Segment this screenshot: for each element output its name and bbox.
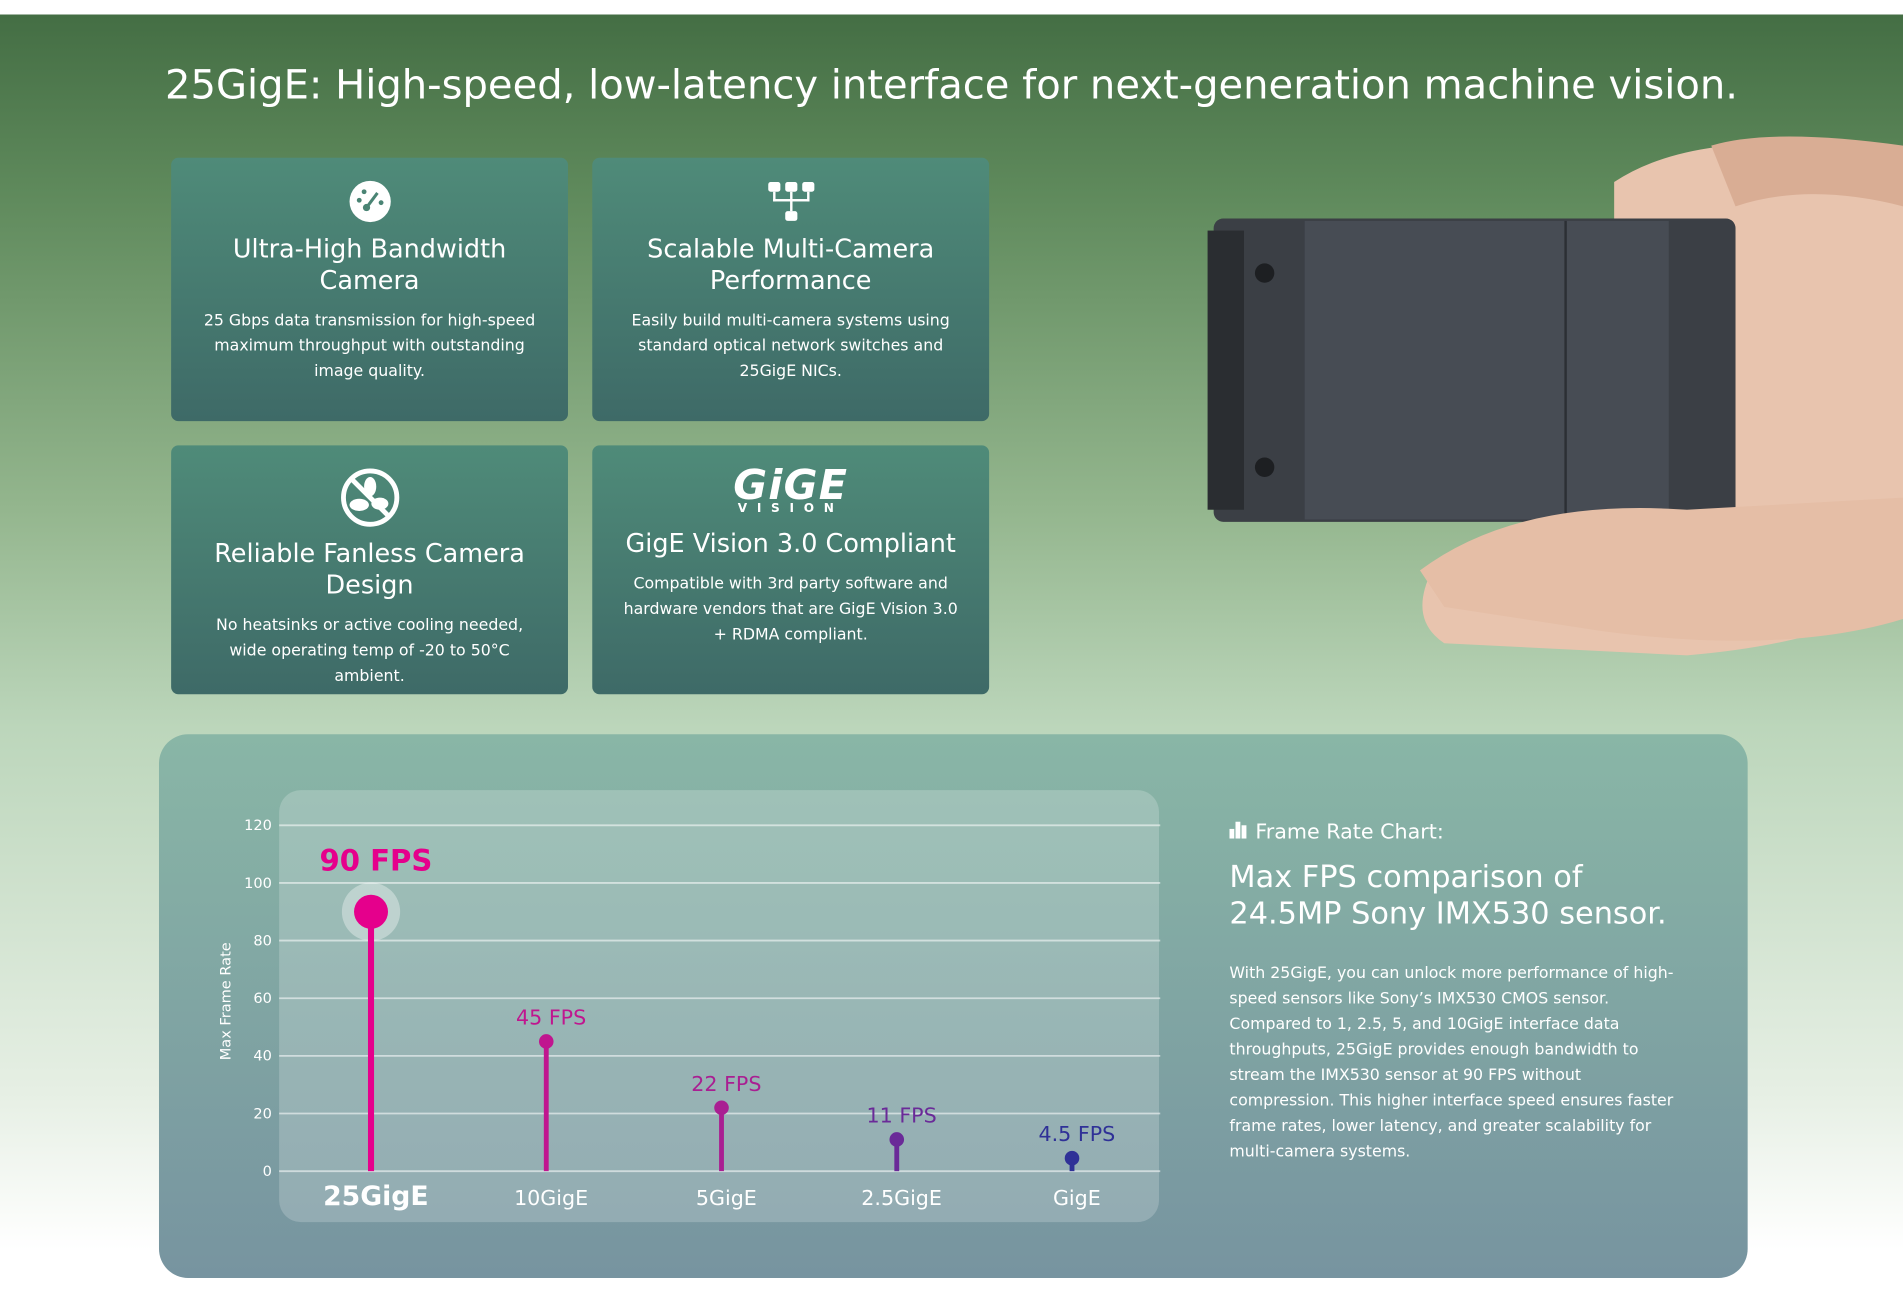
dot (354, 894, 389, 929)
panel-text: With 25GigE, you can unlock more perform… (1229, 964, 1674, 1162)
feature-card: Scalable Multi-Camera Performance Easily… (592, 157, 990, 422)
value-label: 90 FPS (319, 843, 432, 877)
camera-photo (1207, 136, 1903, 656)
feature-text: Easily build multi-camera systems using … (631, 311, 950, 382)
x-tick-label: 25GigE (323, 1181, 429, 1212)
value-label: 22 FPS (691, 1072, 761, 1096)
dot (538, 1034, 554, 1049)
feature-text: 25 Gbps data transmission for high-speed… (203, 311, 536, 382)
y-tick-label: 120 (244, 817, 272, 834)
value-label: 45 FPS (516, 1005, 586, 1029)
feature-title: Reliable Fanless Camera Design (214, 538, 525, 600)
section-title: 25GigE: High-speed, low-latency interfac… (165, 60, 1738, 109)
x-tick-label: 2.5GigE (861, 1186, 942, 1210)
dot (1064, 1150, 1080, 1166)
dot (889, 1132, 905, 1147)
x-tick-label: 5GigE (696, 1186, 757, 1210)
y-tick-label: 20 (253, 1105, 272, 1122)
y-tick-label: 60 (253, 990, 272, 1007)
value-label: 11 FPS (867, 1103, 937, 1127)
panel-label: Frame Rate Chart: (1255, 820, 1444, 845)
feature-text: No heatsinks or active cooling needed, w… (216, 616, 524, 686)
x-tick-label: 10GigE (514, 1186, 588, 1210)
feature-card: Reliable Fanless Camera Design No heatsi… (171, 445, 568, 695)
icon (348, 180, 391, 223)
feature-title: Scalable Multi-Camera Performance (647, 234, 935, 295)
panel-label-row: Frame Rate Chart: (1229, 820, 1444, 845)
y-tick-label: 0 (263, 1163, 272, 1180)
x-tick-label: GigE (1053, 1186, 1101, 1210)
icon (340, 468, 399, 527)
y-axis-label: Max Frame Rate (218, 942, 235, 1060)
panel-title: Max FPS comparison of 24.5MP Sony IMX530… (1229, 859, 1667, 931)
logo-main: GiGE (733, 461, 849, 510)
feature-card: GiGE VISION GigE Vision 3.0 Compliant Com… (592, 445, 990, 695)
icon (767, 182, 814, 221)
y-tick-label: 40 (253, 1048, 272, 1065)
dot (714, 1100, 729, 1116)
chart-icon (1229, 821, 1247, 839)
feature-title: Ultra-High Bandwidth Camera (232, 234, 507, 295)
y-tick-label: 100 (244, 875, 272, 892)
feature-card: Ultra-High Bandwidth Camera 25 Gbps data… (171, 157, 568, 422)
y-tick-label: 80 (253, 932, 272, 949)
feature-title: GigE Vision 3.0 Compliant (625, 529, 956, 559)
logo-sub: VISION (737, 502, 844, 516)
value-label: 4.5 FPS (1038, 1122, 1115, 1146)
gige-logo: GiGE VISION (619, 465, 962, 516)
feature-text: Compatible with 3rd party software and h… (623, 575, 958, 645)
